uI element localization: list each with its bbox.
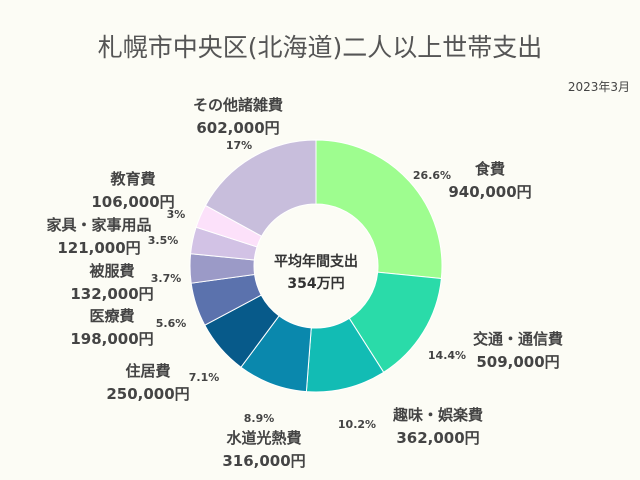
slice-name-label: 家具・家事用品 <box>46 216 151 234</box>
slice-amount-label: 106,000円 <box>91 193 174 211</box>
slice-name-label: 教育費 <box>109 170 155 188</box>
slice-amount-label: 316,000円 <box>222 452 305 470</box>
slice-amount-label: 121,000円 <box>57 239 140 257</box>
slice-amount-label: 132,000円 <box>70 285 153 303</box>
slices-group <box>189 139 443 393</box>
center-label-total: 354万円 <box>287 276 344 292</box>
slice-name-label: 水道光熱費 <box>226 429 301 447</box>
slice-percent-label: 17% <box>226 139 252 152</box>
slice-name-label: 被服費 <box>89 262 134 280</box>
slice-name-label: その他諸雑費 <box>193 96 283 114</box>
chart-title: 札幌市中央区(北海道)二人以上世帯支出 <box>98 33 543 62</box>
slice-0 <box>315 139 443 280</box>
slice-percent-label: 14.4% <box>428 349 466 362</box>
slice-percent-label: 3.7% <box>151 272 182 285</box>
slice-amount-label: 362,000円 <box>396 429 479 447</box>
slice-amount-label: 509,000円 <box>476 353 559 371</box>
slice-amount-label: 250,000円 <box>106 385 189 403</box>
slice-amount-label: 602,000円 <box>196 119 279 137</box>
slice-percent-label: 7.1% <box>189 371 220 384</box>
slice-amount-label: 198,000円 <box>70 330 153 348</box>
chart-date: 2023年3月 <box>568 80 630 94</box>
slice-name-label: 医療費 <box>89 307 134 325</box>
slice-percent-label: 5.6% <box>156 317 187 330</box>
slice-9 <box>204 139 317 237</box>
slice-amount-label: 940,000円 <box>448 183 531 201</box>
center-label-title: 平均年間支出 <box>274 253 358 270</box>
slice-name-label: 趣味・娯楽費 <box>392 406 483 424</box>
slice-percent-label: 8.9% <box>244 412 275 425</box>
slice-name-label: 住居費 <box>125 362 170 380</box>
slice-percent-label: 3.5% <box>148 234 179 247</box>
slice-percent-label: 26.6% <box>413 169 451 182</box>
slice-name-label: 食費 <box>475 160 505 178</box>
slice-name-label: 交通・通信費 <box>473 330 563 348</box>
slice-percent-label: 3% <box>167 208 186 221</box>
slice-percent-label: 10.2% <box>338 418 376 431</box>
